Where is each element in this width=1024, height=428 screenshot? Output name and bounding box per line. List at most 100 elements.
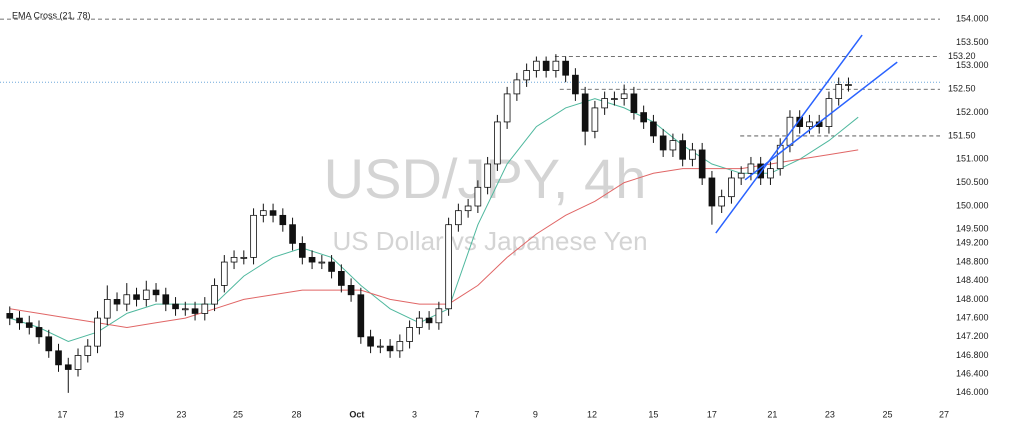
candle-body <box>718 196 726 207</box>
level-label: 151.50 <box>948 130 976 140</box>
candle-body <box>806 121 813 127</box>
y-tick-label: 152.000 <box>956 107 989 117</box>
candle-body <box>240 256 248 259</box>
candle-body <box>162 294 170 305</box>
y-tick-label: 148.800 <box>956 256 989 266</box>
candle-body <box>796 116 804 127</box>
candle-body <box>64 364 72 370</box>
candle-body <box>728 177 735 198</box>
candle-body <box>523 70 530 81</box>
y-tick-label: 147.200 <box>956 331 989 341</box>
candle-body <box>581 93 589 132</box>
x-tick-label: 3 <box>412 409 417 419</box>
x-tick-label: Oct <box>349 409 364 419</box>
x-tick-label: 19 <box>114 409 124 419</box>
x-tick-label: 7 <box>474 409 479 419</box>
candle-body <box>747 163 755 174</box>
ema-line <box>9 98 859 343</box>
candle-body <box>611 98 618 100</box>
y-tick-label: 150.500 <box>956 177 989 187</box>
candle-body <box>220 261 228 286</box>
level-label: 153.20 <box>948 51 976 61</box>
candle-body <box>542 60 550 71</box>
candle-body <box>455 210 462 226</box>
candle-body <box>533 60 540 71</box>
candle-body <box>123 294 131 305</box>
y-tick-label: 149.500 <box>956 224 989 234</box>
y-tick-label: 148.400 <box>956 275 989 285</box>
y-tick-label: 146.000 <box>956 387 989 397</box>
candle-body <box>474 186 482 207</box>
candle-body <box>133 294 140 300</box>
candle-body <box>845 84 852 86</box>
candle-body <box>142 289 150 300</box>
candle-body <box>689 149 696 160</box>
candle-body <box>396 341 404 352</box>
x-tick-label: 9 <box>533 409 538 419</box>
y-tick-label: 153.000 <box>956 60 989 70</box>
y-tick-label: 154.000 <box>956 14 989 24</box>
candle-body <box>269 210 277 216</box>
candle-body <box>494 121 501 165</box>
candle-body <box>669 140 677 151</box>
candle-body <box>367 336 374 347</box>
candle-body <box>152 289 160 296</box>
candle-body <box>103 299 111 319</box>
candle-body <box>767 168 774 179</box>
candle-body <box>191 308 199 314</box>
x-tick-label: 12 <box>587 409 597 419</box>
candle-body <box>601 98 608 109</box>
candle-body <box>279 214 287 226</box>
candle-body <box>16 317 23 324</box>
candle-body <box>357 294 365 338</box>
y-tick-label: 153.500 <box>956 37 989 47</box>
y-tick-label: 146.400 <box>956 369 989 379</box>
candle-body <box>552 60 560 71</box>
candle-body <box>591 107 599 132</box>
candle-body <box>503 93 511 123</box>
candle-body <box>786 116 794 146</box>
trendline <box>715 34 863 234</box>
candle-body <box>318 261 326 264</box>
candle-body <box>211 285 218 305</box>
candle-body <box>181 308 189 311</box>
candle-body <box>464 205 472 212</box>
y-tick-label: 148.000 <box>956 294 989 304</box>
candle-body <box>445 224 452 310</box>
candle-body <box>640 112 647 123</box>
y-tick-label: 151.000 <box>956 154 989 164</box>
candle-body <box>6 313 14 319</box>
candle-body <box>377 345 384 348</box>
candle-body <box>308 256 316 263</box>
candle-body <box>650 121 657 137</box>
candle-body <box>230 256 238 263</box>
candle-body <box>406 327 413 342</box>
candle-body <box>708 177 716 207</box>
candle-body <box>289 224 296 244</box>
candle-body <box>25 322 33 328</box>
candle-body <box>620 93 628 99</box>
trendline <box>744 61 898 181</box>
candle-body <box>347 285 355 296</box>
candle-body <box>259 210 267 216</box>
candle-body <box>698 149 706 179</box>
candle-body <box>737 172 745 179</box>
candle-body <box>84 345 92 356</box>
candle-body <box>572 74 579 95</box>
candle-body <box>74 355 82 370</box>
y-tick-label: 149.200 <box>956 238 989 248</box>
x-tick-label: 25 <box>882 409 892 419</box>
candle-body <box>562 60 569 76</box>
y-tick-label: 146.800 <box>956 350 989 360</box>
candle-body <box>94 317 101 347</box>
candle-body <box>45 336 53 352</box>
candle-body <box>416 317 423 328</box>
candle-body <box>435 308 443 324</box>
y-tick-label: 147.600 <box>956 312 989 322</box>
candle-body <box>425 317 433 324</box>
x-tick-label: 17 <box>707 409 717 419</box>
x-tick-label: 17 <box>57 409 67 419</box>
candle-body <box>513 79 521 95</box>
candle-body <box>113 299 121 305</box>
